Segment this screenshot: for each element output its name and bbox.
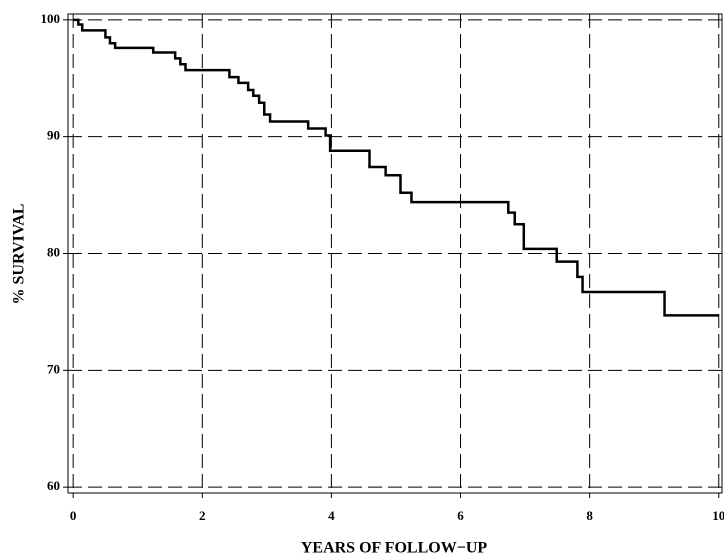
x-tick-label: 0 — [70, 508, 77, 523]
y-tick-label: 70 — [47, 361, 60, 376]
y-tick-label: 100 — [41, 11, 61, 26]
x-tick-label: 4 — [328, 508, 335, 523]
x-tick-label: 10 — [712, 508, 724, 523]
survival-line — [73, 18, 719, 317]
y-axis-label: % SURVIVAL — [11, 204, 28, 305]
x-tick-label: 2 — [199, 508, 206, 523]
plot-frame — [67, 13, 723, 494]
x-tick-label: 8 — [586, 508, 593, 523]
x-tick-label: 6 — [457, 508, 464, 523]
y-tick-label: 60 — [47, 478, 60, 493]
y-tick-label: 80 — [47, 244, 60, 259]
x-axis-label: YEARS OF FOLLOW−UP — [301, 540, 488, 557]
y-tick-label: 90 — [47, 128, 60, 143]
